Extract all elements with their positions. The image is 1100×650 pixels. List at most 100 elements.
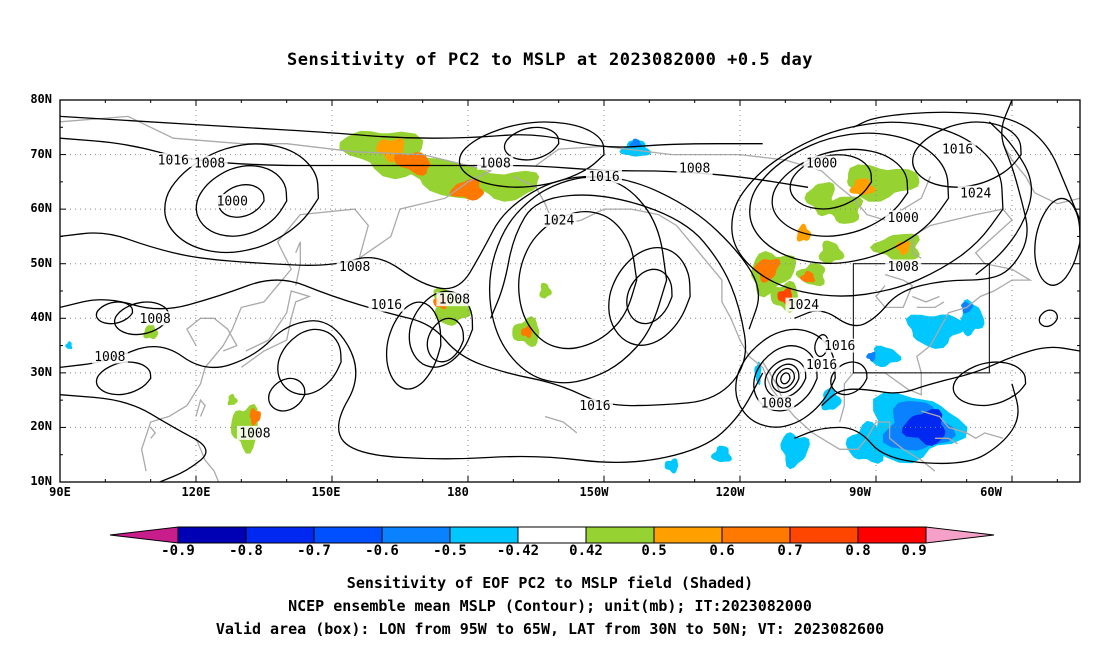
coastline (295, 241, 301, 286)
shaded-region (845, 420, 884, 464)
x-tick-label: 150E (311, 485, 341, 499)
mslp-contours (60, 100, 1080, 482)
y-tick-label: 20N (30, 419, 52, 433)
figure-title: Sensitivity of PC2 to MSLP at 2023082000… (286, 50, 813, 70)
colorbar-label: 0.6 (709, 543, 735, 559)
isobar (503, 126, 560, 161)
shaded-region (754, 258, 781, 283)
isobar (830, 361, 868, 396)
coastline (186, 317, 238, 352)
isobar (518, 211, 638, 350)
coastline (150, 426, 157, 439)
contour-label: 1008 (94, 350, 125, 365)
colorbar (109, 526, 995, 544)
colorbar-label: 0.7 (777, 543, 803, 559)
contour-label: 1016 (158, 154, 189, 169)
coastline (60, 115, 493, 472)
colorbar-high-arrow (925, 526, 995, 544)
coastline (916, 301, 945, 309)
isobar (60, 320, 764, 463)
isobar (60, 137, 809, 188)
contour-label-bg (803, 357, 840, 372)
isobar (814, 334, 830, 358)
contour-label: 1024 (960, 186, 991, 201)
contour-label: 1000 (888, 211, 919, 226)
contour-label-bg (957, 185, 994, 200)
contour-label: 1008 (679, 162, 710, 177)
contour-label: 1016 (942, 143, 973, 158)
contour-label: 1000 (806, 156, 837, 171)
isobar (277, 328, 342, 396)
colorbar-label: 0.9 (901, 543, 927, 559)
isobar (771, 148, 909, 237)
isobar (113, 301, 170, 336)
colorbar-swatch (789, 526, 859, 544)
isobar (608, 246, 691, 346)
isobar (1034, 197, 1080, 286)
contour-label: 1008 (239, 426, 270, 441)
x-tick-label: 150W (579, 485, 609, 499)
contour-label: 1008 (140, 312, 171, 327)
colorbar-swatch (449, 526, 519, 544)
coastline (195, 398, 206, 417)
contour-label-bg (576, 398, 613, 413)
colorbar-swatch (517, 526, 587, 544)
isobar (853, 111, 1080, 221)
shaded-region (780, 432, 810, 470)
shaded-region (849, 178, 876, 195)
coastline (1002, 143, 1080, 205)
colorbar-swatch (381, 526, 451, 544)
isobar (268, 377, 306, 412)
colorbar-label: 0.8 (845, 543, 871, 559)
colorbar-swatch (313, 526, 383, 544)
shaded-region (249, 408, 261, 426)
caption-line-2: NCEP ensemble mean MSLP (Contour); unit(… (288, 597, 812, 615)
isobar (60, 194, 747, 407)
y-tick-label: 50N (30, 256, 52, 270)
contour-label-bg (137, 311, 174, 326)
colorbar-label: -0.9 (161, 543, 195, 559)
x-tick-label: 180 (447, 485, 469, 499)
shaded-region (664, 458, 679, 474)
contour-label-bg (885, 259, 922, 274)
isobar (95, 301, 134, 325)
contour-label: 1008 (888, 260, 919, 275)
x-tick-label: 90W (849, 485, 871, 499)
x-tick-label: 120W (715, 485, 745, 499)
caption-line-1: Sensitivity of EOF PC2 to MSLP field (Sh… (346, 574, 754, 592)
contour-label: 1008 (194, 156, 225, 171)
contour-label: 1008 (761, 396, 792, 411)
isobar (626, 268, 673, 325)
isobar (952, 361, 1027, 407)
contour-label: 1024 (788, 298, 819, 313)
contour-label-bg (785, 297, 822, 312)
contour-label-bg (939, 142, 976, 157)
colorbar-label: -0.6 (365, 543, 399, 559)
isobar (164, 143, 320, 254)
shaded-region (866, 351, 876, 362)
coastline (921, 410, 1004, 440)
y-tick-label: 10N (30, 474, 52, 488)
isobar (731, 121, 1004, 297)
shaded-region (871, 345, 902, 368)
isobar (1038, 309, 1058, 328)
colorbar-swatch (585, 526, 655, 544)
shaded-region (521, 325, 532, 339)
contour-label-bg (91, 349, 128, 364)
contour-label-bg (821, 338, 858, 353)
isobar (794, 100, 1028, 327)
y-tick-label: 80N (30, 92, 52, 106)
contour-label-bg (368, 297, 405, 312)
contour-label: 1016 (806, 358, 837, 373)
colorbar-swatch (721, 526, 791, 544)
shaded-region (818, 240, 845, 264)
x-tick-label: 60W (980, 485, 1002, 499)
coastline (240, 290, 312, 368)
isobar (749, 132, 950, 265)
contour-label-bg (336, 259, 373, 274)
contour-label-bg (803, 155, 840, 170)
isobar (60, 115, 763, 148)
shaded-region (143, 322, 159, 340)
colorbar-label: 0.5 (641, 543, 667, 559)
